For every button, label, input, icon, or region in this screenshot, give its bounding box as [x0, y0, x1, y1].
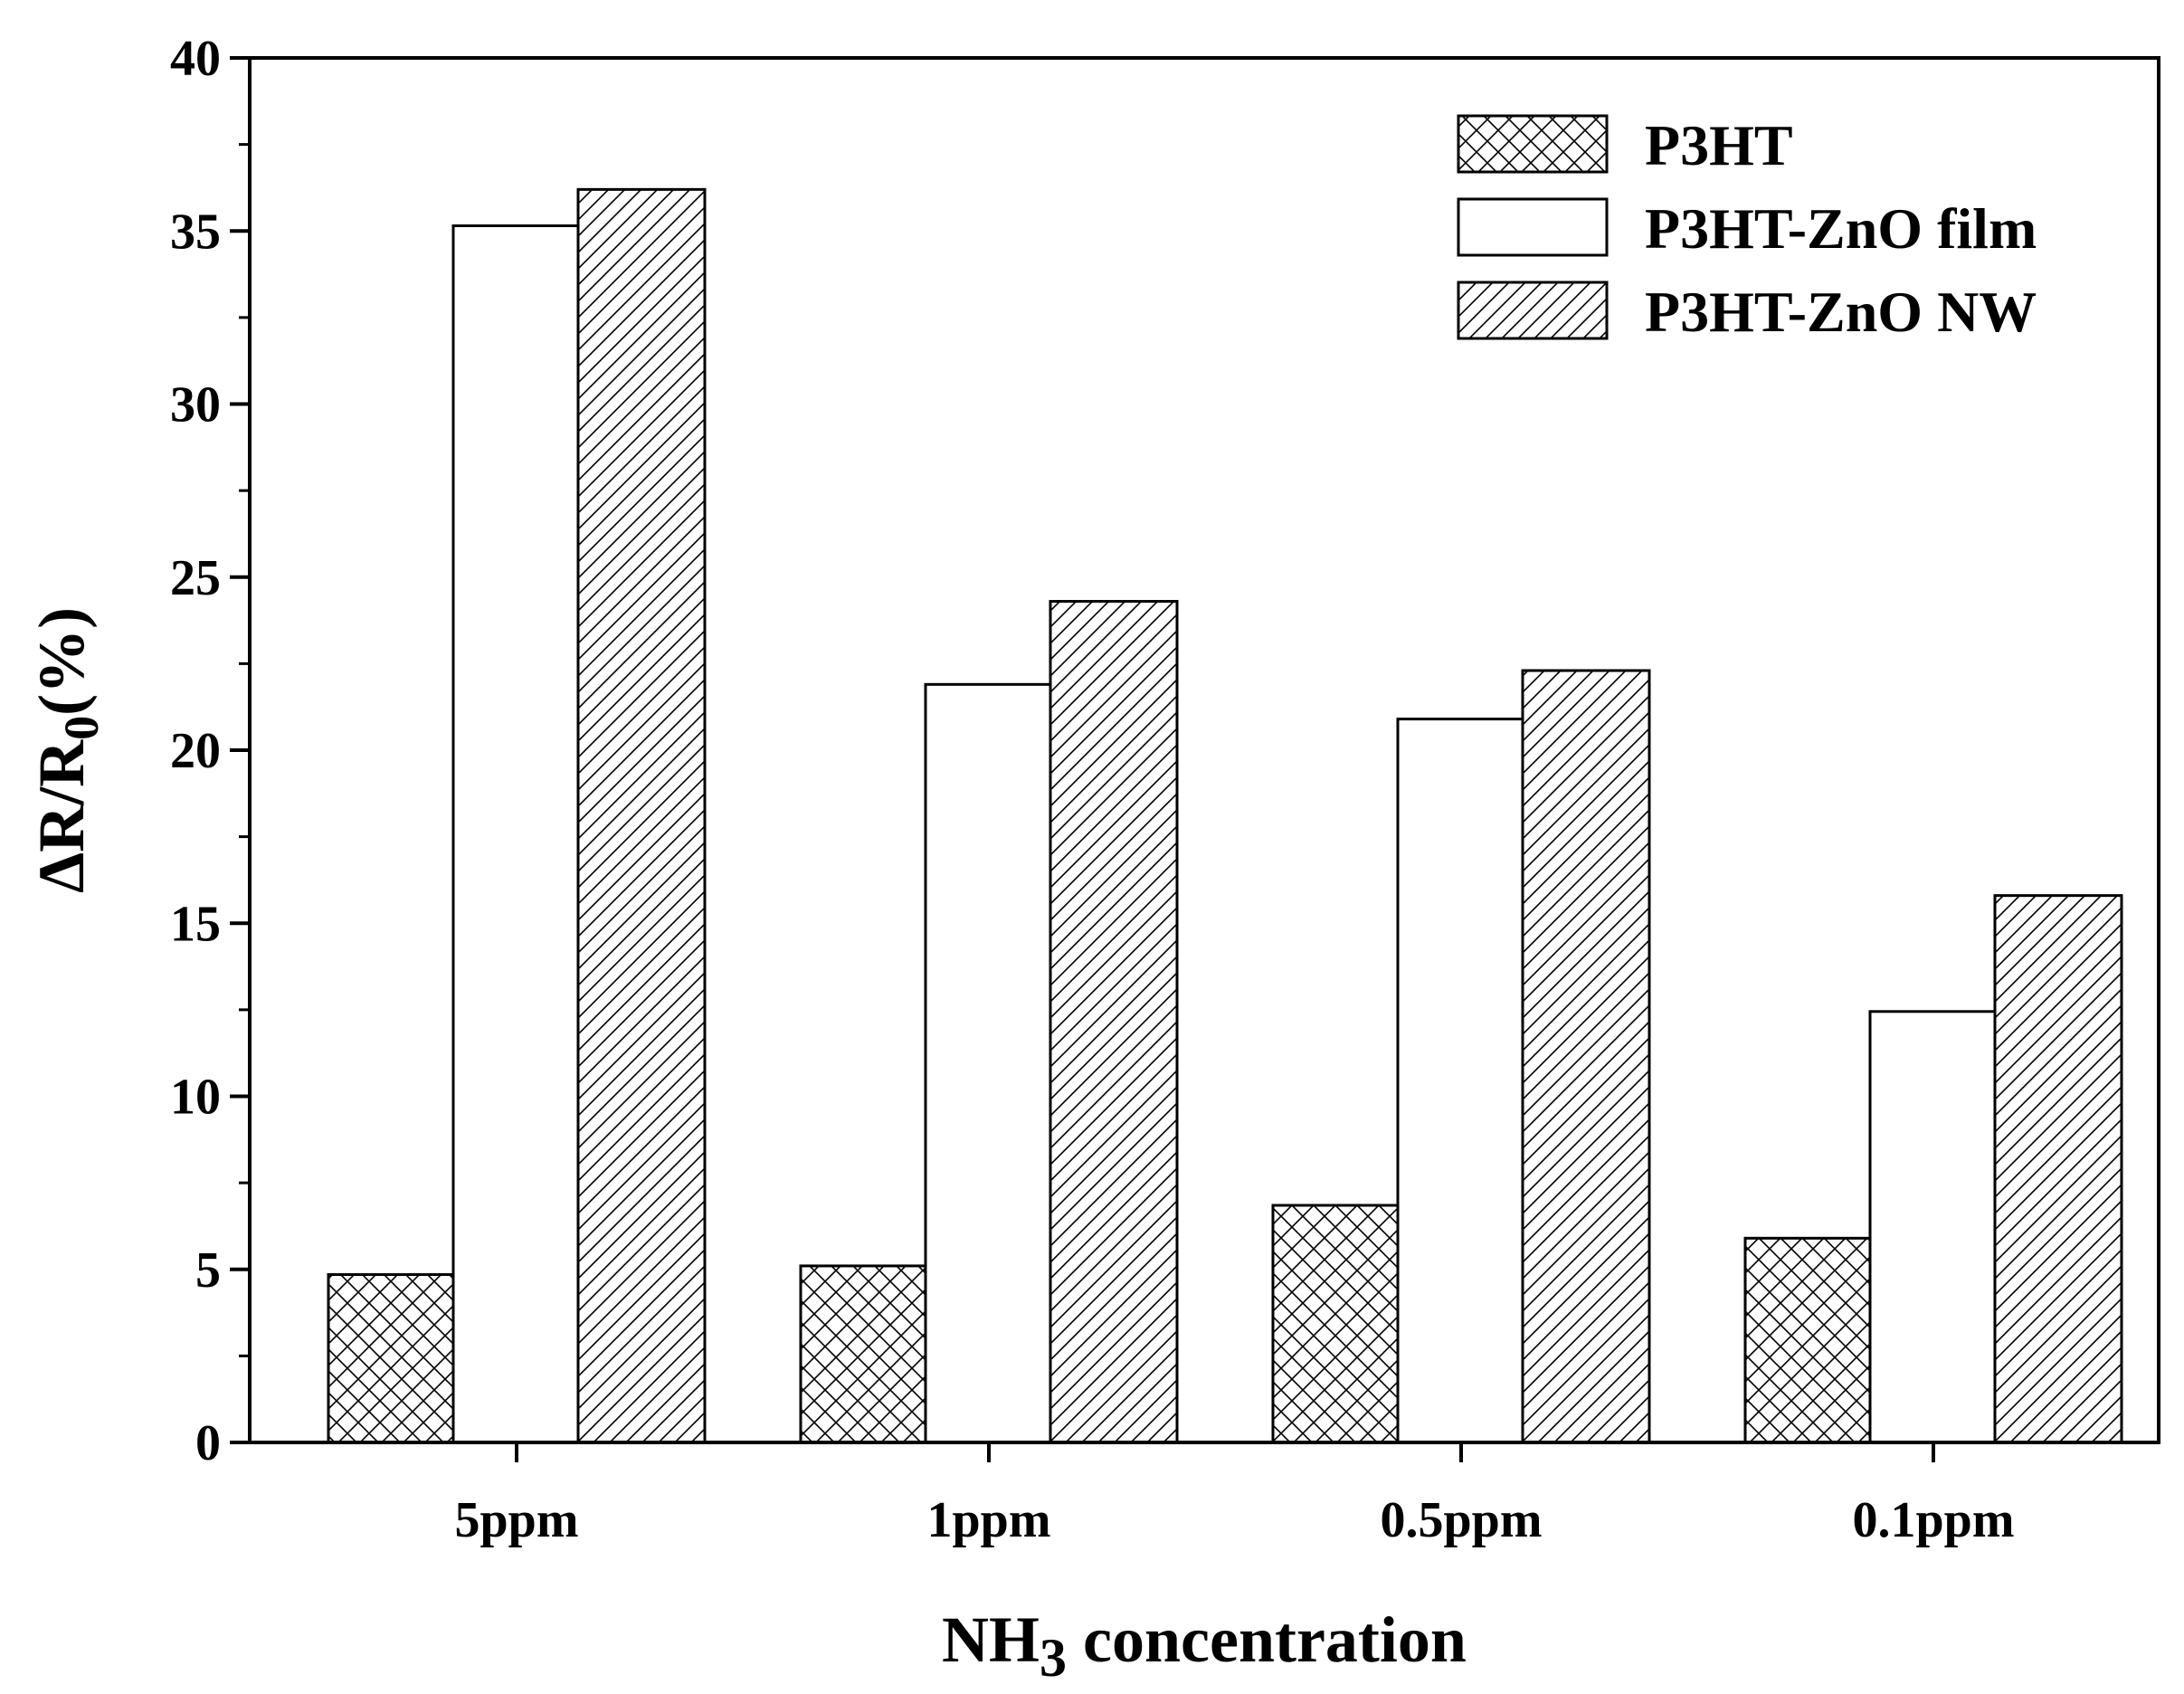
y-tick-label: 5 — [195, 1242, 221, 1299]
bar-p3ht-0-1ppm — [1743, 1236, 1874, 1444]
bar-p3ht-zno-nw-0-5ppm — [1521, 669, 1651, 1444]
bars-group — [327, 187, 2123, 1444]
x-tick-label: 5ppm — [455, 1492, 579, 1548]
legend-swatch-p3ht — [1457, 114, 1609, 174]
bar-p3ht-0-5ppm — [1271, 1204, 1401, 1444]
y-tick-label: 0 — [195, 1415, 221, 1471]
bar-p3ht-zno-nw-5ppm — [576, 187, 707, 1444]
legend-swatch-p3ht-zno-film — [1457, 197, 1609, 257]
y-tick-label: 20 — [170, 723, 221, 779]
x-axis-ticks: 5ppm 1ppm 0.5ppm 0.1ppm — [455, 1442, 2015, 1548]
y-tick-label: 30 — [170, 377, 221, 433]
x-tick-label: 0.1ppm — [1853, 1492, 2015, 1548]
legend-swatch-p3ht-zno-nw — [1457, 281, 1609, 340]
y-axis-title: ΔR/R0(%) — [25, 607, 109, 893]
y-tick-label: 15 — [170, 896, 221, 952]
y-axis-ticks: 0 5 10 15 20 25 30 35 40 — [170, 31, 250, 1471]
bar-p3ht-1ppm — [799, 1264, 929, 1444]
y-tick-label: 25 — [170, 550, 221, 606]
bar-p3ht-zno-nw-1ppm — [1049, 600, 1179, 1444]
x-tick-label: 1ppm — [927, 1492, 1051, 1548]
x-axis-title: NH3 concentration — [942, 1604, 1467, 1688]
y-tick-label: 35 — [170, 204, 221, 260]
legend-label-p3ht-zno-film: P3HT-ZnO film — [1645, 196, 2037, 261]
bar-p3ht-zno-film-0-5ppm — [1396, 718, 1526, 1444]
bar-p3ht-zno-film-5ppm — [451, 224, 582, 1444]
legend-label-p3ht: P3HT — [1645, 113, 1793, 177]
bar-p3ht-zno-film-1ppm — [924, 682, 1054, 1444]
legend-label-p3ht-zno-nw: P3HT-ZnO NW — [1645, 280, 2037, 344]
bar-p3ht-zno-film-0-1ppm — [1868, 1010, 1999, 1444]
y-tick-label: 40 — [170, 31, 221, 87]
x-tick-label: 0.5ppm — [1381, 1492, 1543, 1548]
bar-p3ht-5ppm — [327, 1272, 457, 1444]
bar-p3ht-zno-nw-0-1ppm — [1993, 894, 2123, 1444]
y-tick-label: 10 — [170, 1070, 221, 1126]
legend: P3HT P3HT-ZnO film P3HT-ZnO NW — [1457, 113, 2037, 344]
